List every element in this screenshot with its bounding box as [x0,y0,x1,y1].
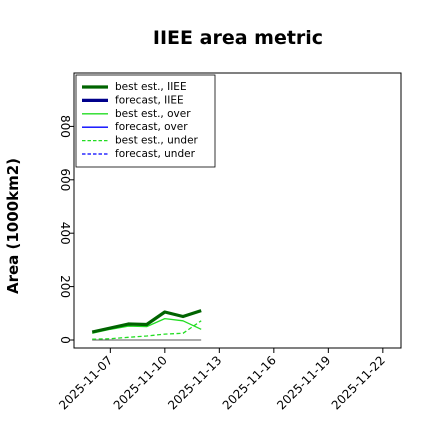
y-tick-label: 200 [58,275,72,298]
plot-frame [73,72,402,349]
x-tick-label: 2025-11-16 [220,353,279,412]
legend-label: forecast, under [115,148,196,160]
y-tick-label: 0 [58,336,72,344]
y-tick-label: 800 [58,115,72,138]
y-tick-label: 400 [58,222,72,245]
x-axis-ticks: 2025-11-072025-11-102025-11-132025-11-16… [56,348,388,412]
legend-label: best est., over [115,108,191,120]
x-tick-label: 2025-11-22 [329,353,388,412]
y-axis-label: Area (1000km2) [4,158,22,294]
x-tick-label: 2025-11-19 [274,353,333,412]
legend-label: forecast, over [115,121,188,133]
x-tick-label: 2025-11-13 [165,353,224,412]
x-tick-label: 2025-11-07 [56,353,115,412]
series-line-best-est-under [92,320,202,340]
legend-label: forecast, IIEE [115,94,184,106]
series-lines [91,309,202,341]
legend-label: best est., under [115,135,199,147]
y-tick-label: 600 [58,168,72,191]
legend-box [75,74,216,168]
x-tick-label: 2025-11-10 [111,353,170,412]
series-line-best-est-iiee [91,309,202,334]
y-axis-ticks: 0 200 400 600 800 [58,115,74,344]
chart-title: IIEE area metric [153,27,323,49]
legend-label: best est., IIEE [115,81,187,93]
